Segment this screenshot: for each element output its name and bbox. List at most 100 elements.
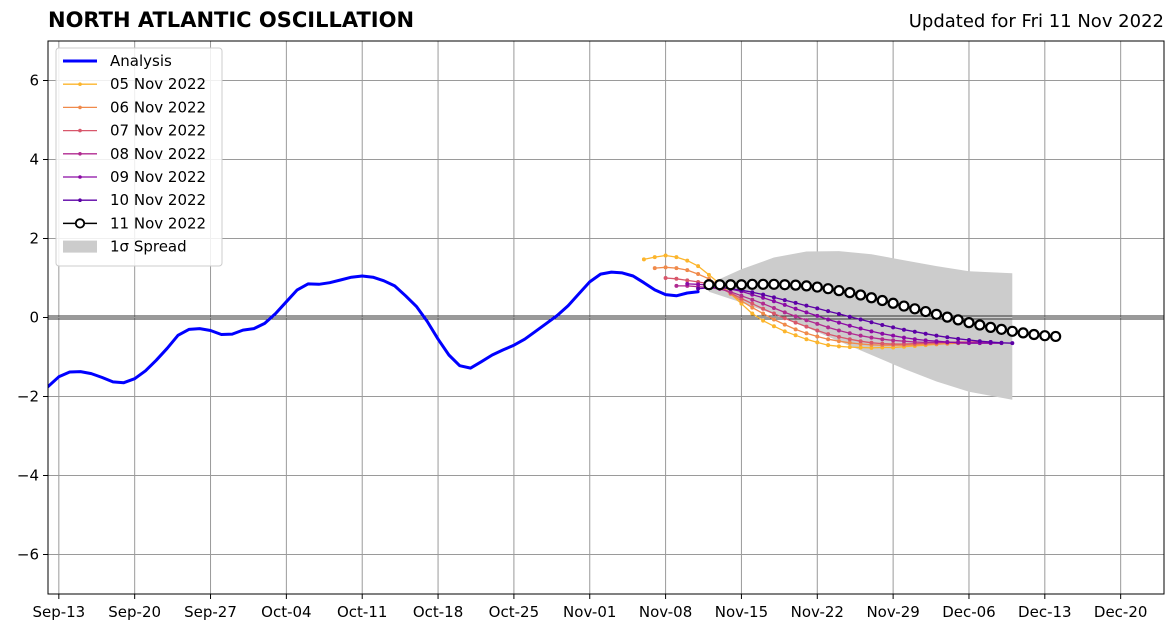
forecast-point (945, 339, 950, 344)
x-tick-label: Nov-08 (639, 603, 692, 621)
forecast-point (826, 332, 831, 337)
forecast-point (880, 341, 885, 346)
y-tick-label: −6 (17, 546, 39, 564)
forecast-point (793, 320, 798, 325)
forecast-point (804, 324, 809, 329)
legend-swatch-marker (78, 82, 82, 86)
forecast-point (901, 339, 906, 344)
legend-swatch-marker (78, 105, 82, 110)
forecast-point (869, 320, 874, 325)
forecast-point (966, 341, 971, 346)
forecast-point (920, 305, 932, 318)
forecast-point (887, 297, 899, 309)
forecast-point (1010, 341, 1015, 346)
forecast-point (858, 345, 863, 350)
legend-entry: 09 Nov 2022 (63, 168, 206, 186)
forecast-point (855, 289, 867, 301)
forecast-point (685, 258, 690, 263)
y-tick-label: 0 (29, 309, 39, 327)
legend-label: 08 Nov 2022 (110, 145, 206, 163)
forecast-point (880, 323, 885, 328)
x-tick-label: Oct-04 (261, 603, 311, 621)
zero-line-layer (48, 315, 1164, 320)
analysis-line (48, 270, 700, 389)
forecast-point (674, 255, 679, 260)
legend-entry: Analysis (63, 52, 172, 70)
forecast-point (750, 305, 755, 310)
forecast-point (912, 337, 917, 342)
forecast-point (663, 275, 668, 280)
forecast-point (815, 334, 820, 339)
forecast-point (739, 293, 744, 298)
forecast-point (804, 310, 809, 315)
axis-ticks: Sep-13 Sep-20 Sep-27 Oct-04 Oct-11 Oct-18 Oct-… (17, 72, 1148, 622)
forecast-point (804, 337, 809, 342)
forecast-point (826, 309, 831, 314)
forecast-point (844, 287, 856, 299)
forecast-point (685, 281, 690, 286)
legend-label: 07 Nov 2022 (110, 122, 206, 140)
forecast-point (674, 266, 679, 271)
y-tick-label: 6 (29, 72, 39, 90)
forecast-point (652, 255, 657, 260)
forecast-point (836, 328, 841, 333)
forecast-point (790, 279, 802, 291)
chart-title: NORTH ATLANTIC OSCILLATION (48, 8, 415, 32)
forecast-point (847, 340, 852, 345)
forecast-point (768, 278, 780, 290)
forecast-point (779, 279, 791, 291)
forecast-point (761, 311, 766, 316)
forecast-point (811, 281, 823, 293)
forecast-point (869, 335, 874, 340)
forecast-point (923, 338, 928, 343)
x-tick-label: Dec-06 (942, 603, 996, 621)
forecast-point (804, 318, 809, 323)
forecast-point (988, 339, 993, 344)
x-tick-label: Nov-15 (715, 603, 768, 621)
forecast-point (865, 292, 878, 304)
legend-label: 1σ Spread (110, 238, 187, 256)
forecast-point (782, 329, 787, 334)
forecast-point (815, 306, 820, 311)
forecast-point (923, 331, 928, 336)
forecast-point (974, 319, 986, 331)
forecast-point (782, 310, 787, 315)
forecast-point (901, 327, 906, 332)
forecast-point (826, 343, 831, 348)
forecast-point (714, 279, 726, 291)
y-tick-label: −4 (17, 467, 39, 485)
forecast-point (847, 337, 852, 342)
legend-entry: 1σ Spread (63, 238, 187, 256)
legend-label: 11 Nov 2022 (110, 214, 206, 232)
forecast-point (826, 317, 831, 322)
forecast-point (999, 340, 1004, 345)
legend-entry: 08 Nov 2022 (63, 145, 206, 163)
grid-lines (48, 41, 1164, 594)
forecast-point (836, 344, 841, 349)
forecast-point (757, 278, 769, 290)
forecast-point (782, 302, 787, 307)
forecast-point (869, 329, 874, 334)
forecast-point (869, 340, 874, 345)
forecast-point (836, 320, 841, 325)
forecast-point (725, 279, 737, 291)
forecast-point (826, 325, 831, 330)
forecast-point (750, 301, 755, 306)
forecast-point (674, 276, 679, 281)
forecast-point (641, 257, 646, 262)
forecast-point (793, 333, 798, 338)
forecast-point (663, 253, 668, 258)
x-tick-label: Dec-13 (1018, 603, 1072, 621)
legend-label: Analysis (110, 52, 172, 70)
x-tick-label: Dec-20 (1094, 603, 1148, 621)
forecast-point (833, 285, 845, 297)
forecast-point (847, 331, 852, 336)
forecast-point (652, 266, 657, 271)
forecast-point (876, 294, 888, 307)
x-tick-label: Oct-25 (489, 603, 539, 621)
forecast-point (750, 311, 755, 316)
forecast-point (800, 280, 813, 292)
forecast-point (891, 338, 896, 343)
legend-swatch-marker (74, 218, 86, 229)
forecast-point (1050, 330, 1062, 343)
